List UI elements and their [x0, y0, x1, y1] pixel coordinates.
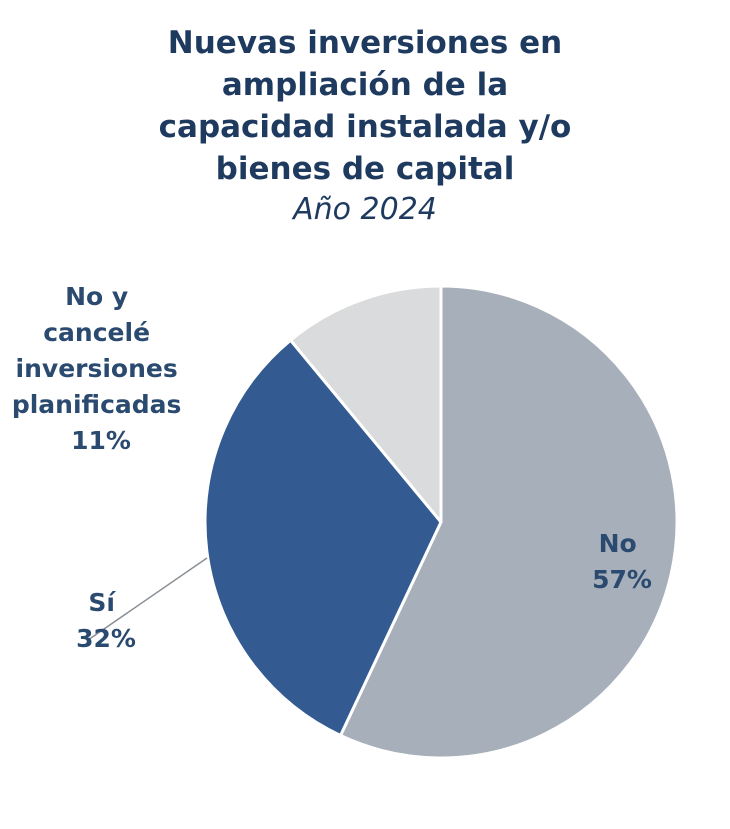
chart-subtitle: Año 2024 [293, 192, 437, 227]
label-si-value: 32% [76, 624, 136, 653]
label-cancel-line3: inversiones [16, 354, 178, 383]
chart-title: Nuevas inversiones en ampliación de la c… [158, 25, 572, 187]
chart-header: Nuevas inversiones en ampliación de la c… [0, 22, 730, 230]
label-si: Sí 32% [76, 588, 136, 653]
label-cancel-line2: cancelé [43, 318, 150, 347]
label-no-name: No [599, 529, 637, 558]
label-cancel-line1: No y [65, 282, 128, 311]
label-si-name: Sí [88, 588, 116, 617]
label-cancel-value: 11% [71, 426, 131, 455]
label-cancel: No y cancelé inversiones planificadas 11… [12, 282, 190, 455]
si-leader-line [87, 557, 208, 641]
slice-cancel [289, 284, 443, 524]
pie-slices [203, 284, 679, 760]
label-no: No 57% [592, 529, 652, 594]
label-no-value: 57% [592, 565, 652, 594]
label-cancel-line4: planificadas [12, 390, 182, 419]
slice-si [203, 338, 443, 738]
slice-no [339, 284, 679, 760]
